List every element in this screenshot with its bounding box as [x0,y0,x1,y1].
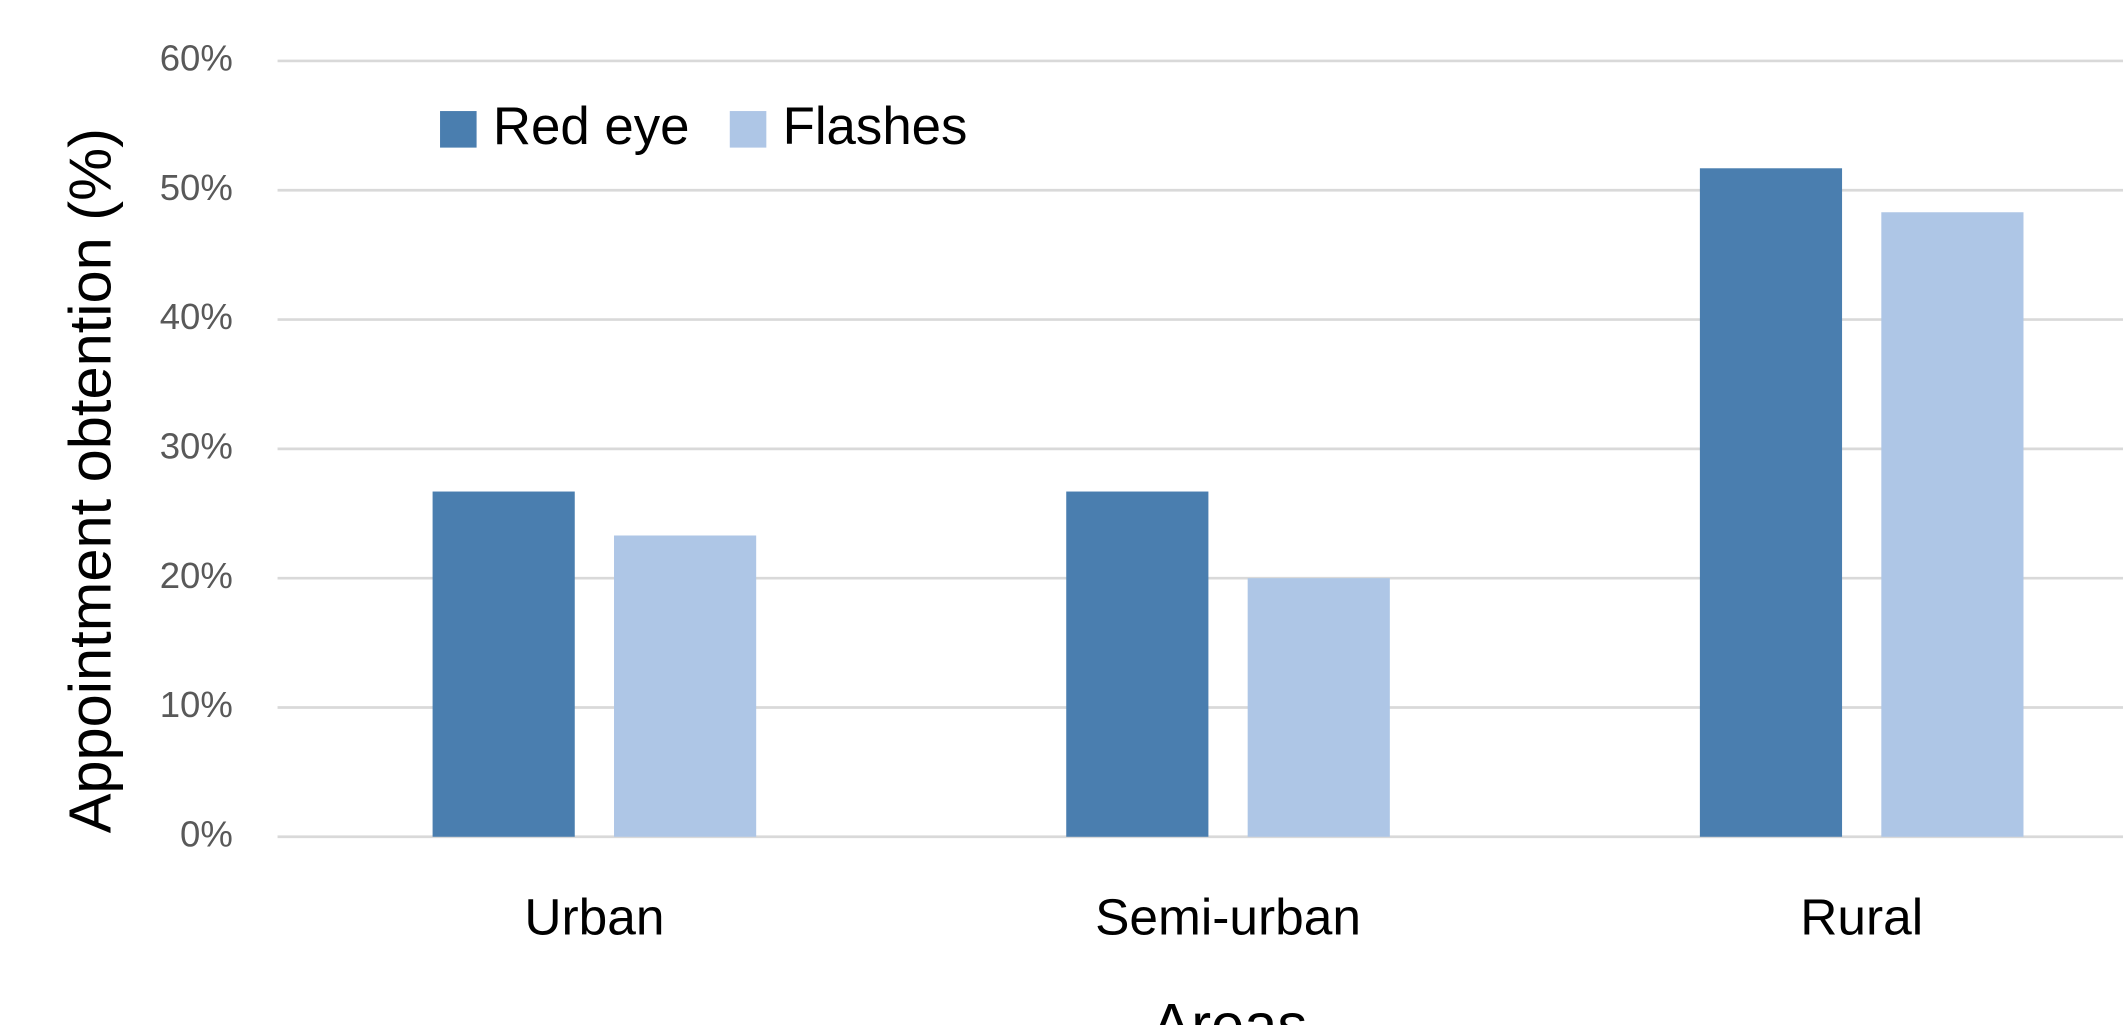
y-tick-label: 0% [180,813,233,854]
legend-label: Red eye [493,97,690,156]
bar [614,535,757,837]
bar [1066,491,1209,837]
x-axis-title: Areas [1152,991,1308,1025]
bar [1881,212,2024,837]
y-tick-label: 30% [160,426,233,467]
bar [432,491,575,837]
legend-swatch [729,111,767,148]
y-tick-label: 50% [160,167,233,208]
legend-swatch [440,111,477,148]
y-axis-title: Appointment obtention (%) [57,128,124,833]
y-tick-label: 10% [160,684,233,725]
y-tick-label: 40% [160,296,233,337]
bar [1699,168,1843,837]
bar [1247,578,1390,837]
y-tick-label: 20% [160,555,233,596]
y-tick-label: 60% [160,38,233,79]
x-tick-label: Rural [1800,887,1923,945]
x-tick-label: Urban [524,887,664,945]
x-tick-label: Semi-urban [1095,887,1361,945]
legend-label: Flashes [783,97,968,156]
